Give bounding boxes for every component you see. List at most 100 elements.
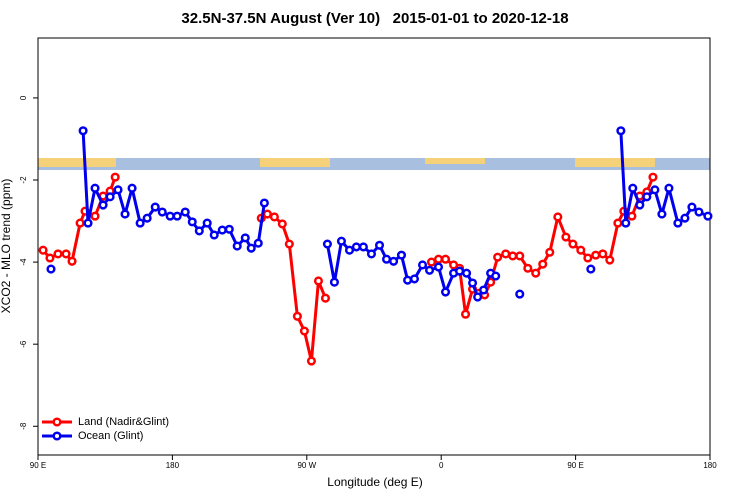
legend-label: Land (Nadir&Glint)	[78, 416, 169, 428]
data-point	[576, 245, 586, 255]
data-point	[553, 212, 563, 222]
data-point	[322, 239, 332, 249]
data-point	[127, 183, 137, 193]
data-point	[98, 200, 108, 210]
data-point	[180, 207, 190, 217]
data-point	[38, 245, 48, 255]
data-point	[515, 289, 525, 299]
legend-marker	[52, 417, 62, 427]
data-point	[83, 218, 93, 228]
data-point	[165, 211, 175, 221]
data-point	[253, 238, 263, 248]
data-point	[366, 249, 377, 259]
data-point	[277, 219, 287, 229]
data-point	[479, 285, 489, 295]
data-point	[313, 276, 323, 286]
data-point	[545, 247, 555, 257]
data-point	[45, 253, 55, 263]
data-point	[202, 218, 212, 228]
y-tick-label: -2	[19, 176, 28, 184]
data-point	[150, 202, 160, 212]
data-point	[224, 224, 234, 234]
data-point	[142, 213, 152, 223]
data-point	[90, 183, 100, 193]
data-point	[351, 242, 361, 252]
y-tick-label: -4	[19, 258, 28, 266]
data-point	[172, 211, 182, 221]
land-patch	[38, 158, 116, 167]
data-point	[90, 211, 100, 221]
land-patch	[260, 158, 330, 167]
data-point	[61, 249, 71, 259]
series-line	[260, 212, 327, 363]
data-point	[687, 202, 697, 212]
y-tick-label: 0	[19, 95, 28, 100]
data-point	[648, 172, 658, 182]
data-point	[232, 241, 242, 251]
data-point	[389, 256, 399, 266]
data-point	[433, 262, 444, 272]
data-point	[473, 292, 483, 302]
data-point	[538, 259, 548, 269]
data-point	[329, 277, 339, 287]
data-point	[217, 225, 227, 235]
data-point	[426, 257, 437, 267]
data-point	[657, 209, 667, 219]
data-point	[46, 264, 56, 274]
land-patch	[575, 158, 655, 167]
x-tick-label: 90 E	[30, 461, 46, 470]
data-point	[409, 274, 420, 284]
data-point	[598, 249, 608, 259]
data-point	[284, 239, 294, 249]
ocean-band	[38, 158, 710, 170]
data-point	[493, 252, 503, 262]
x-tick-label: 180	[166, 461, 180, 470]
data-point	[194, 226, 204, 236]
data-point	[381, 254, 392, 264]
data-point	[262, 209, 272, 219]
data-point	[105, 192, 115, 202]
data-point	[110, 172, 120, 182]
data-point	[240, 233, 250, 243]
data-point	[531, 268, 541, 278]
data-point	[508, 251, 518, 261]
chart-title: 32.5N-37.5N August (Ver 10) 2015-01-01 t…	[181, 10, 568, 27]
y-tick-label: -6	[19, 340, 28, 348]
plot-frame	[37, 37, 711, 456]
x-tick-label: 180	[703, 461, 717, 470]
data-point	[703, 211, 713, 221]
data-point	[433, 254, 444, 264]
data-point	[523, 263, 533, 273]
data-point	[491, 271, 501, 281]
data-point	[306, 356, 316, 366]
data-point	[515, 251, 525, 261]
data-point	[462, 268, 472, 278]
data-point	[621, 218, 631, 228]
data-point	[157, 207, 167, 217]
data-point	[403, 275, 413, 285]
data-point	[680, 213, 690, 223]
data-point	[374, 240, 385, 250]
data-point	[344, 245, 355, 255]
data-point	[673, 218, 683, 228]
data-point	[320, 293, 331, 303]
data-point	[561, 232, 571, 242]
land-ocean-band	[38, 158, 710, 170]
data-point	[460, 309, 471, 319]
legend-label: Ocean (Glint)	[78, 430, 143, 442]
data-point	[417, 260, 428, 270]
data-point	[299, 326, 309, 336]
data-point	[67, 256, 77, 266]
x-tick-label: 90 E	[567, 461, 583, 470]
data-point	[616, 126, 626, 136]
data-point	[642, 192, 652, 202]
series-line	[430, 176, 655, 316]
land-patch	[425, 158, 485, 164]
data-point	[187, 217, 197, 227]
data-point	[53, 249, 63, 259]
data-point	[455, 266, 465, 276]
legend-marker	[52, 431, 62, 441]
data-point	[135, 218, 145, 228]
data-point	[440, 287, 451, 297]
